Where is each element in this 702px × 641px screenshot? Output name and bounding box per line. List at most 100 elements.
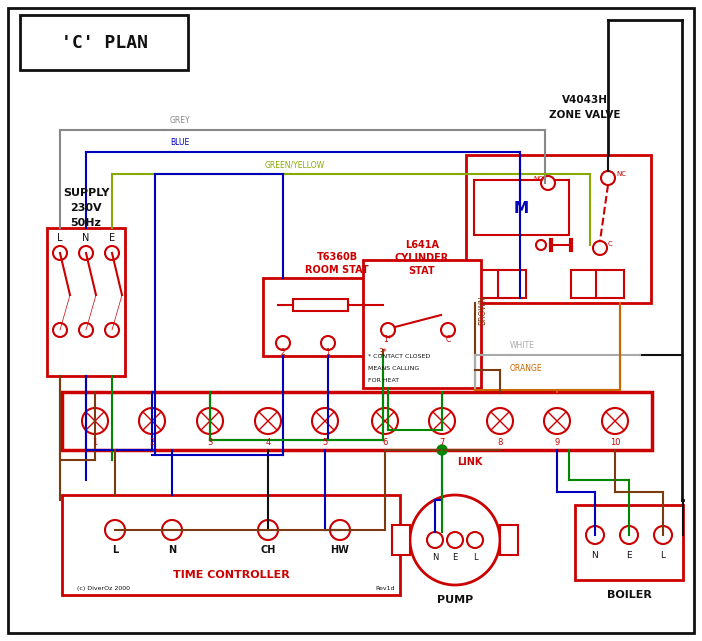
Bar (263, 278, 411, 356)
Circle shape (82, 408, 108, 434)
Bar (47, 228, 125, 376)
Circle shape (105, 520, 125, 540)
Text: GREY: GREY (170, 116, 191, 125)
Text: C: C (445, 335, 451, 344)
Circle shape (162, 520, 182, 540)
Circle shape (139, 408, 165, 434)
Text: * CONTACT CLOSED: * CONTACT CLOSED (368, 354, 430, 359)
Circle shape (53, 246, 67, 260)
Text: T6360B: T6360B (317, 252, 357, 262)
Text: ZONE VALVE: ZONE VALVE (549, 110, 621, 120)
Text: 8: 8 (497, 438, 503, 447)
Circle shape (312, 408, 338, 434)
Text: NC: NC (616, 171, 626, 177)
Text: V4043H: V4043H (562, 95, 608, 105)
Text: 50Hz: 50Hz (71, 218, 101, 228)
Circle shape (255, 408, 281, 434)
Text: CH: CH (260, 545, 276, 555)
Bar (474, 180, 569, 235)
Bar (293, 299, 348, 311)
Text: 6: 6 (383, 438, 388, 447)
Text: ROOM STAT: ROOM STAT (305, 265, 369, 275)
Text: (c) DiverOz 2000: (c) DiverOz 2000 (77, 586, 130, 591)
Text: STAT: STAT (409, 266, 435, 276)
Text: N: N (168, 545, 176, 555)
Bar (498, 270, 526, 298)
Bar (596, 270, 624, 298)
Bar (476, 270, 504, 298)
Circle shape (586, 526, 604, 544)
Text: N: N (432, 553, 438, 563)
Circle shape (602, 408, 628, 434)
Text: 3: 3 (207, 438, 213, 447)
Circle shape (381, 323, 395, 337)
Text: BROWN: BROWN (478, 296, 487, 325)
Circle shape (372, 408, 398, 434)
Circle shape (429, 408, 455, 434)
Circle shape (447, 532, 463, 548)
Text: BLUE: BLUE (170, 138, 190, 147)
Text: BOILER: BOILER (607, 590, 651, 600)
Text: 230V: 230V (70, 203, 102, 213)
Text: 1*: 1* (384, 335, 392, 344)
Text: Rev1d: Rev1d (375, 586, 395, 591)
Text: NO: NO (533, 176, 543, 182)
Circle shape (544, 408, 570, 434)
Text: E: E (626, 551, 632, 560)
Bar (62, 495, 400, 595)
Text: N: N (592, 551, 598, 560)
Bar (466, 155, 651, 303)
Text: HW: HW (331, 545, 350, 555)
Text: CYLINDER: CYLINDER (395, 253, 449, 263)
Text: FOR HEAT: FOR HEAT (368, 378, 399, 383)
Circle shape (437, 445, 447, 455)
Text: 'C' PLAN: 'C' PLAN (60, 34, 147, 52)
Bar (500, 525, 518, 555)
Circle shape (620, 526, 638, 544)
Text: N: N (82, 233, 90, 243)
Text: M: M (513, 201, 529, 215)
Circle shape (441, 323, 455, 337)
Text: L: L (472, 553, 477, 563)
Bar (363, 260, 481, 388)
Circle shape (601, 171, 615, 185)
Circle shape (376, 336, 390, 350)
Text: WHITE: WHITE (510, 341, 535, 350)
Circle shape (536, 240, 546, 250)
Bar (571, 270, 599, 298)
Circle shape (410, 495, 500, 585)
Text: ORANGE: ORANGE (510, 364, 543, 373)
Text: MEANS CALLING: MEANS CALLING (368, 366, 419, 371)
Text: GREEN/YELLOW: GREEN/YELLOW (265, 160, 325, 169)
Circle shape (593, 241, 607, 255)
Circle shape (438, 446, 446, 454)
Text: L: L (58, 233, 62, 243)
Text: E: E (109, 233, 115, 243)
Text: L: L (112, 545, 118, 555)
Bar (392, 525, 410, 555)
Text: E: E (452, 553, 458, 563)
Bar (20, 15, 188, 70)
Circle shape (487, 408, 513, 434)
Circle shape (321, 336, 335, 350)
Text: PUMP: PUMP (437, 595, 473, 605)
Text: 9: 9 (555, 438, 559, 447)
Text: 4: 4 (265, 438, 271, 447)
Text: 2: 2 (150, 438, 154, 447)
Circle shape (53, 323, 67, 337)
Text: C: C (608, 241, 613, 247)
Circle shape (427, 532, 443, 548)
Circle shape (105, 246, 119, 260)
Text: 10: 10 (610, 438, 621, 447)
Bar (62, 392, 652, 450)
Text: SUPPLY: SUPPLY (62, 188, 110, 198)
Circle shape (79, 323, 93, 337)
Circle shape (541, 176, 555, 190)
Circle shape (105, 323, 119, 337)
Circle shape (258, 520, 278, 540)
Text: TIME CONTROLLER: TIME CONTROLLER (173, 570, 289, 580)
Circle shape (654, 526, 672, 544)
Circle shape (197, 408, 223, 434)
Text: 1: 1 (326, 348, 331, 357)
Text: L641A: L641A (405, 240, 439, 250)
